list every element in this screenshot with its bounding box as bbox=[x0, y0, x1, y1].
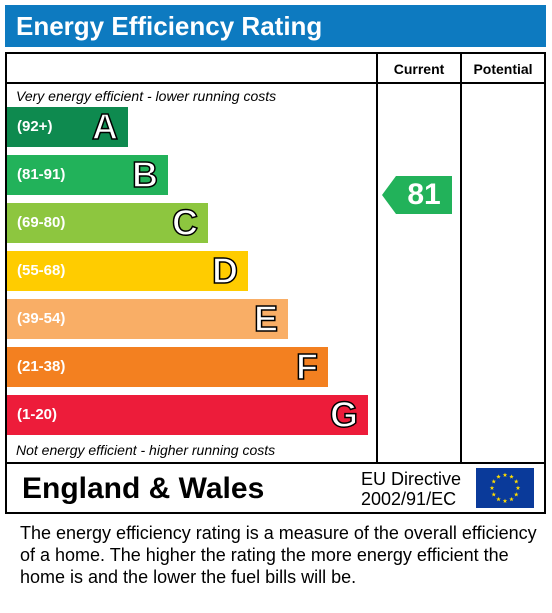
band-range-label: (81-91) bbox=[17, 166, 66, 183]
band-e: (39-54) E bbox=[7, 298, 288, 340]
band-letter-label: G bbox=[329, 394, 359, 436]
band-a: (92+) A bbox=[7, 106, 128, 148]
rating-table bbox=[5, 52, 546, 514]
eu-star bbox=[489, 485, 495, 490]
band-range-label: (1-20) bbox=[17, 406, 58, 423]
eu-star bbox=[513, 479, 519, 484]
column-header-potential: Potential bbox=[473, 61, 533, 77]
band-range-label: (69-80) bbox=[17, 214, 66, 231]
eu-star bbox=[502, 498, 508, 503]
band-range-label: (21-38) bbox=[17, 358, 66, 375]
band-letter-label: A bbox=[91, 106, 119, 148]
caption-very-efficient: Very energy efficient - lower running co… bbox=[16, 88, 277, 104]
eu-star bbox=[502, 472, 508, 477]
eu-flag-icon bbox=[476, 468, 534, 508]
eu-directive-title: EU Directive bbox=[361, 469, 462, 489]
band-d: (55-68) D bbox=[7, 250, 248, 292]
band-letter-label: F bbox=[295, 346, 319, 388]
footer-divider bbox=[5, 462, 546, 464]
caption-not-efficient: Not energy efficient - higher running co… bbox=[16, 442, 276, 458]
eu-star bbox=[509, 474, 514, 479]
band-letter-label: B bbox=[131, 154, 159, 196]
band-f: (21-38) F bbox=[7, 346, 328, 388]
eu-star bbox=[513, 492, 519, 497]
page-title: Energy Efficiency Rating bbox=[5, 5, 546, 47]
band-letter-label: C bbox=[171, 202, 199, 244]
column-header-current: Current bbox=[393, 61, 445, 77]
rating-description: The energy efficiency rating is a measur… bbox=[20, 523, 537, 587]
region-label: England & Wales bbox=[22, 472, 265, 505]
band-letter-label: D bbox=[211, 250, 239, 292]
current-rating-value: 81 bbox=[407, 178, 441, 211]
eu-star bbox=[491, 479, 497, 484]
band-c: (69-80) C bbox=[7, 202, 208, 244]
column-divider-potential bbox=[460, 52, 462, 464]
column-divider-current bbox=[376, 52, 378, 464]
eu-directive-number: 2002/91/EC bbox=[361, 489, 457, 509]
current-rating-arrow bbox=[382, 176, 452, 214]
band-g: (1-20) G bbox=[7, 394, 368, 436]
eu-star bbox=[491, 492, 497, 497]
band-b: (81-91) B bbox=[7, 154, 168, 196]
eu-directive: EU Directive 2002/91/EC bbox=[361, 469, 461, 509]
band-range-label: (55-68) bbox=[17, 262, 66, 279]
band-range-label: (92+) bbox=[17, 118, 53, 135]
current-rating-marker: 81 bbox=[382, 176, 452, 214]
eu-star bbox=[515, 485, 521, 490]
eu-star bbox=[496, 496, 501, 502]
band-range-label: (39-54) bbox=[17, 310, 66, 327]
eu-star bbox=[509, 496, 514, 502]
eu-star bbox=[496, 474, 501, 479]
header-divider bbox=[5, 82, 546, 84]
band-letter-label: E bbox=[253, 298, 279, 340]
